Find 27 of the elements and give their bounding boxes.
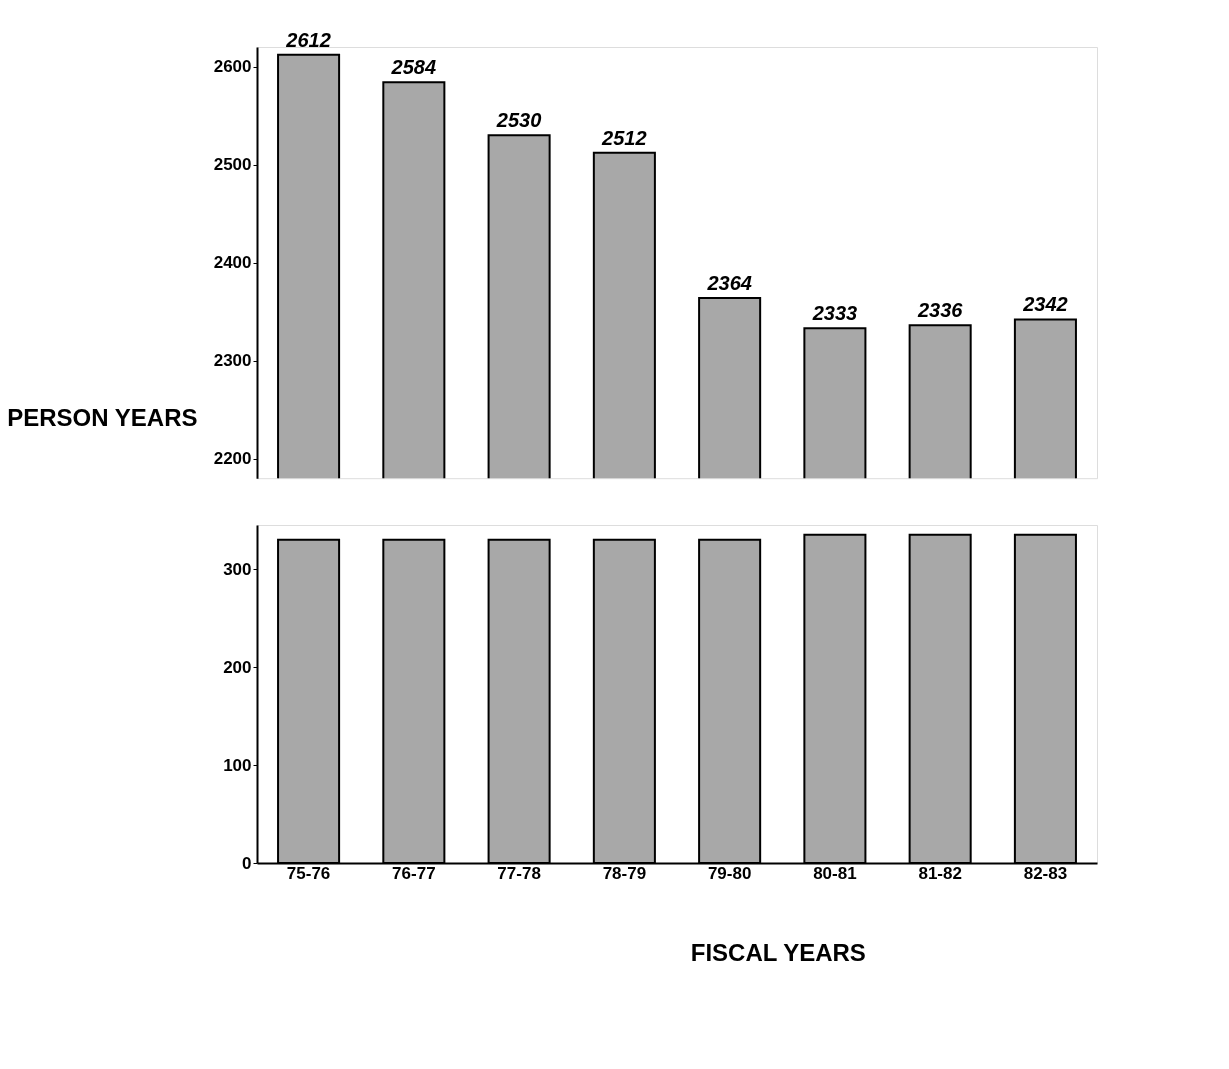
x-tick-label: 80-81 [813, 863, 857, 883]
x-axis-title: FISCAL YEARS [690, 938, 866, 966]
y-tick-label: 2200 [213, 449, 252, 469]
x-tick-label: 75-76 [286, 863, 331, 883]
y-axis-title: PERSON YEARS [7, 403, 198, 431]
x-tick-label: 82-83 [1023, 863, 1068, 883]
x-tick-label: 79-80 [707, 863, 752, 883]
x-tick-label: 78-79 [602, 863, 647, 883]
x-tick-label: 81-82 [918, 863, 962, 883]
data-label: 2364 [706, 271, 752, 294]
x-tick-label: 76-77 [392, 863, 436, 883]
y-tick-label: 0 [242, 853, 252, 873]
y-tick-label: 300 [223, 559, 252, 579]
data-label: 2333 [811, 302, 858, 325]
y-tick-label: 2500 [213, 155, 252, 175]
y-tick-label: 2600 [213, 57, 252, 77]
data-label: 2336 [916, 299, 964, 322]
y-tick-label: 2300 [213, 351, 252, 371]
y-tick-label: 100 [223, 755, 252, 775]
data-label: 2612 [285, 28, 331, 51]
y-tick-label: 2400 [213, 253, 252, 273]
data-label: 2512 [601, 126, 647, 149]
data-label: 2530 [495, 109, 542, 132]
data-label: 2342 [1022, 293, 1068, 316]
x-tick-label: 77-78 [497, 863, 541, 883]
data-label: 2584 [390, 56, 437, 79]
y-tick-label: 200 [223, 657, 252, 677]
